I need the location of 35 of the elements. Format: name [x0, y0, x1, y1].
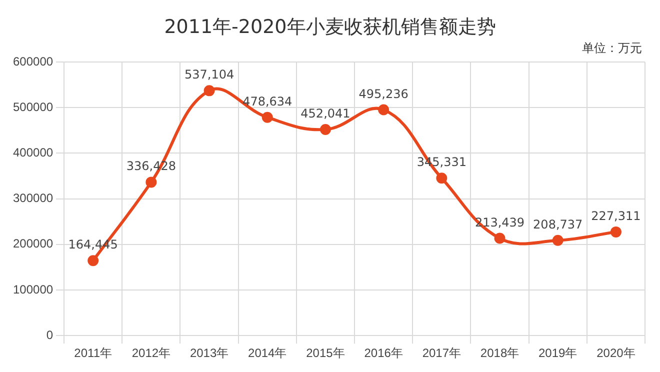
point [552, 234, 564, 246]
point [494, 232, 506, 244]
x-tick-label: 2016年 [364, 346, 403, 360]
point [320, 124, 331, 135]
point [436, 172, 448, 184]
data-label: 208,737 [533, 217, 583, 232]
text: 单位：万元 [582, 40, 642, 57]
point [378, 104, 390, 116]
x-tick-label: 2011年 [74, 346, 112, 360]
point [204, 85, 215, 96]
y-tick-label: 300000 [12, 191, 54, 206]
x-tick-label: 2014年 [248, 346, 287, 360]
x-tick-label: 2019年 [538, 346, 578, 360]
data-label: 478,634 [242, 94, 292, 108]
point [146, 176, 157, 188]
x-tick-label: 2018年 [480, 346, 520, 360]
data-label: 452,041 [300, 106, 350, 120]
y-tick-label: 500000 [12, 100, 54, 114]
y-tick-label: 400000 [12, 146, 54, 160]
data-label: 227,311 [591, 208, 641, 223]
y-tick-label: 200000 [12, 236, 54, 251]
point [610, 226, 622, 238]
x-tick-label: 2017年 [422, 346, 462, 360]
point [88, 255, 99, 266]
x-tick-label: 2020年 [596, 346, 636, 360]
data-label: 537,104 [184, 68, 234, 82]
y-tick-label: 100000 [12, 282, 54, 296]
x-tick-label: 2015年 [306, 346, 345, 360]
y-tick-label: 600000 [12, 54, 54, 68]
x-tick-label: 2012年 [132, 346, 171, 360]
x-tick-label: 2013年 [190, 346, 229, 360]
point [262, 112, 273, 123]
data-label: 495,236 [358, 86, 408, 101]
y-tick-label: 0 [46, 328, 54, 342]
chart-title: 2011年-2020年小麦收获机销售额走势 [163, 15, 497, 40]
